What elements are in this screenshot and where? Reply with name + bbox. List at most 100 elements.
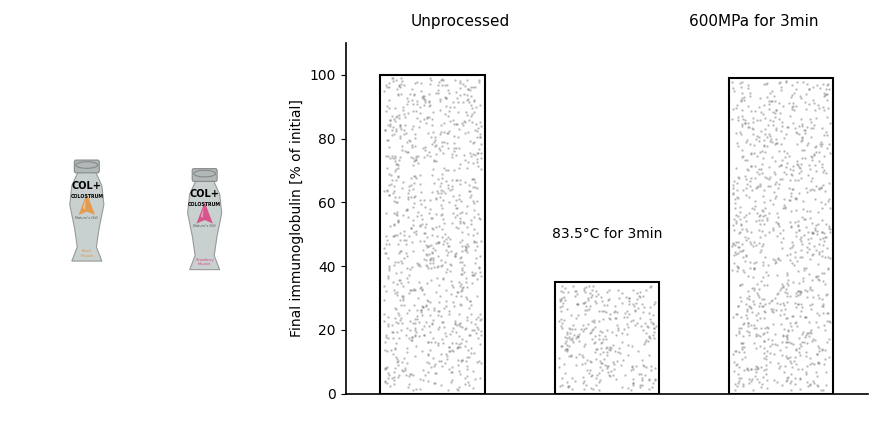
- Point: [436, 196, 450, 203]
- Point: [777, 147, 791, 154]
- Point: [798, 314, 812, 321]
- Point: [440, 145, 455, 152]
- Point: [431, 326, 445, 333]
- Point: [808, 336, 822, 343]
- Point: [464, 310, 478, 317]
- Point: [751, 309, 766, 316]
- Point: [643, 282, 657, 289]
- Point: [624, 318, 638, 325]
- Point: [447, 98, 461, 105]
- Point: [419, 318, 433, 325]
- Point: [793, 385, 807, 392]
- Point: [757, 81, 771, 88]
- Point: [447, 201, 462, 208]
- Point: [387, 262, 401, 268]
- Point: [390, 211, 404, 218]
- Point: [555, 325, 569, 332]
- Point: [455, 259, 470, 266]
- Point: [638, 319, 652, 326]
- Point: [784, 170, 798, 177]
- Point: [588, 324, 602, 330]
- Point: [434, 351, 448, 357]
- Point: [767, 294, 781, 301]
- Point: [804, 134, 818, 140]
- Point: [812, 240, 827, 247]
- Point: [818, 132, 832, 139]
- Point: [444, 278, 458, 285]
- Point: [451, 99, 465, 106]
- Point: [433, 183, 447, 190]
- Point: [455, 122, 470, 129]
- Point: [734, 324, 749, 331]
- Point: [609, 308, 623, 315]
- Point: [430, 275, 444, 282]
- Point: [816, 303, 830, 309]
- Point: [556, 283, 570, 290]
- Point: [727, 215, 742, 222]
- Point: [643, 283, 657, 290]
- Point: [750, 366, 765, 373]
- Point: [557, 285, 571, 292]
- Point: [416, 93, 431, 100]
- Point: [804, 234, 819, 241]
- Point: [589, 288, 603, 295]
- Point: [423, 75, 437, 82]
- Point: [378, 126, 392, 133]
- Point: [425, 116, 439, 123]
- Point: [797, 266, 812, 273]
- Point: [815, 229, 829, 236]
- Point: [377, 347, 392, 354]
- Point: [570, 333, 584, 339]
- Point: [561, 382, 575, 389]
- Point: [403, 265, 417, 272]
- Point: [434, 186, 448, 193]
- Point: [400, 278, 415, 285]
- Point: [470, 243, 485, 250]
- Point: [733, 229, 747, 236]
- Point: [451, 224, 465, 231]
- Point: [753, 314, 767, 321]
- Point: [416, 116, 431, 123]
- Point: [447, 166, 461, 173]
- Point: [798, 314, 812, 321]
- Point: [393, 125, 408, 132]
- Point: [648, 376, 662, 383]
- Point: [750, 183, 765, 190]
- Point: [470, 335, 485, 342]
- Point: [641, 332, 656, 339]
- Point: [728, 241, 742, 248]
- Point: [414, 309, 428, 316]
- Point: [394, 315, 408, 322]
- Point: [648, 365, 662, 372]
- Point: [769, 135, 783, 142]
- Point: [735, 89, 750, 96]
- Point: [627, 307, 641, 314]
- Point: [380, 188, 394, 195]
- Point: [470, 159, 484, 166]
- Point: [750, 344, 764, 351]
- Point: [391, 165, 405, 172]
- Point: [588, 356, 602, 363]
- Point: [639, 286, 653, 293]
- Point: [387, 376, 401, 383]
- Point: [615, 339, 629, 345]
- Point: [784, 360, 798, 367]
- Point: [788, 249, 802, 256]
- Point: [454, 287, 468, 294]
- Point: [438, 329, 452, 336]
- Point: [408, 386, 423, 392]
- Point: [392, 362, 406, 369]
- Point: [823, 318, 837, 325]
- Point: [742, 296, 757, 303]
- Point: [596, 308, 610, 315]
- Point: [571, 332, 585, 339]
- Point: [445, 150, 459, 157]
- Point: [772, 184, 786, 191]
- Point: [803, 165, 817, 172]
- Point: [445, 364, 459, 371]
- Point: [571, 300, 585, 307]
- Point: [419, 115, 433, 122]
- Point: [595, 339, 609, 345]
- Point: [438, 190, 452, 197]
- Point: [778, 153, 792, 160]
